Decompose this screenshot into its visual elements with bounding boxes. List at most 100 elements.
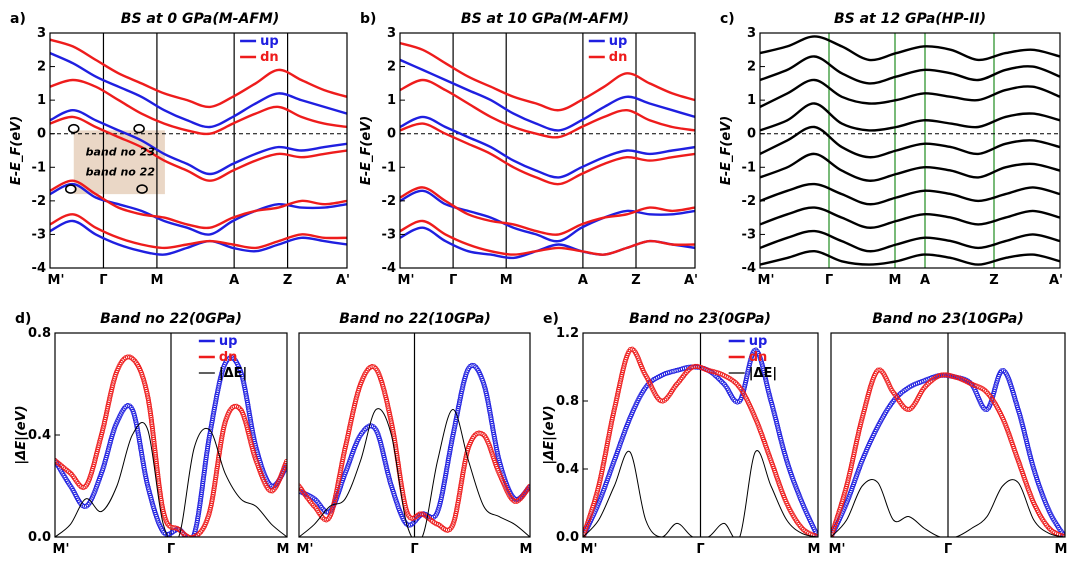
y-tick-label: -1 (742, 160, 756, 175)
data-point-dn (310, 502, 316, 508)
band-line-total (760, 125, 1060, 159)
series-group (299, 362, 530, 537)
data-point-up (190, 536, 193, 537)
k-point-label: M (808, 542, 821, 557)
data-point-up (186, 538, 190, 542)
data-point-dn (732, 380, 739, 386)
k-point-label: M' (48, 273, 65, 288)
data-point-dn (838, 503, 844, 509)
k-point-label: Γ (410, 542, 418, 557)
k-point-label: Γ (167, 542, 175, 557)
y-tick-label: 1.2 (556, 326, 579, 341)
y-tick-label: 3 (747, 26, 756, 41)
legend-label-dn: dn (609, 50, 628, 65)
plot-frame (759, 32, 1061, 269)
panel-title: Band no 23(0GPa) (629, 311, 771, 327)
y-tick-label: -1 (382, 160, 396, 175)
k-point-label: M (500, 273, 513, 288)
band-line-|ΔE| (831, 479, 1065, 537)
legend-label-|ΔE|: |ΔE| (219, 366, 247, 381)
y-axis-label: E-E_F(eV) (359, 116, 374, 185)
data-point-dn (369, 363, 375, 370)
annotation-band-22: band no 22 (86, 166, 156, 179)
band-line-up (50, 52, 347, 129)
panel-e-left: Band no 23(0GPa) e)1.2 0.8 0.4 0.0 |ΔE|(eV) M'… (542, 311, 820, 557)
k-point-label: A (578, 273, 588, 288)
data-point-up (675, 367, 681, 373)
y-tick-label: -2 (742, 194, 756, 209)
data-point-dn (711, 369, 717, 375)
panel-title: Band no 23(10GPa) (872, 311, 1024, 327)
y-tick-label: -1 (32, 160, 46, 175)
band-line-dn (400, 122, 695, 186)
band-line-total (760, 182, 1060, 206)
data-point-dn (67, 470, 73, 476)
band-line-total (760, 229, 1060, 253)
k-point-label: A' (684, 273, 698, 288)
y-tick-label: 0 (37, 127, 46, 142)
y-axis-label: E-E_F(eV) (719, 116, 734, 185)
series-group (760, 35, 1060, 266)
band-line-up (400, 226, 695, 260)
band-line-dn (50, 38, 347, 109)
y-tick-label: -3 (32, 227, 46, 242)
k-point-label: A (229, 273, 239, 288)
data-point-up (720, 380, 726, 386)
y-tick-label: 1 (387, 93, 396, 108)
y-tick-label: 0.4 (556, 462, 579, 477)
band-line-up (400, 189, 695, 243)
k-point-label: M (1055, 542, 1068, 557)
band-line-up (400, 58, 695, 132)
panel-e-right: Band no 23(10GPa) M' Γ M (829, 311, 1068, 557)
data-point-up (719, 379, 725, 385)
plot-frame (399, 32, 696, 269)
k-point-label: A' (1049, 273, 1063, 288)
k-point-label: A' (336, 273, 350, 288)
band-line-dn (400, 78, 695, 139)
panel-c: BS at 12 GPa(HP-II) c) 3 2 1 0 -1 -2 -3 -4 E-E_F(e… (719, 11, 1063, 288)
plot-frame (298, 332, 531, 538)
y-tick-label: -4 (382, 261, 396, 276)
k-point-label: M (150, 273, 163, 288)
data-point-up (184, 535, 189, 537)
annotation-marker (136, 184, 148, 194)
y-tick-label: 0.8 (556, 394, 579, 409)
band-line-total (760, 78, 1060, 108)
y-tick-label: 0.0 (556, 530, 579, 545)
k-point-label: Γ (696, 542, 704, 557)
y-tick-label: 2 (747, 60, 756, 75)
k-point-label: Γ (944, 542, 952, 557)
panel-title: BS at 0 GPa(M-AFM) (121, 11, 279, 27)
data-point-dn (187, 534, 192, 537)
k-point-label: M (520, 542, 533, 557)
y-tick-label: -2 (382, 194, 396, 209)
data-point-up (731, 397, 737, 403)
y-tick-label: 0.8 (28, 326, 51, 341)
data-point-dn (1058, 532, 1064, 537)
panel-label: d) (15, 311, 31, 327)
y-tick-label: 1 (747, 93, 756, 108)
band-line-total (760, 102, 1060, 132)
data-point-dn (183, 532, 189, 537)
band-line-dn (50, 115, 347, 182)
data-point-dn (130, 356, 136, 363)
k-point-label: M' (398, 273, 415, 288)
highlight-box (73, 130, 165, 195)
y-tick-label: -2 (32, 194, 46, 209)
band-line-up (50, 219, 347, 256)
y-tick-label: 3 (37, 26, 46, 41)
band-line-|ΔE| (55, 421, 287, 537)
band-line-dn (50, 78, 347, 136)
panel-d-left: Band no 22(0GPa) d)0.8 0.4 0.0 |ΔE|(eV) M' Γ Mu… (14, 311, 289, 557)
panel-d-right: Band no 22(10GPa) M' Γ M (297, 311, 533, 557)
band-line-dn (400, 41, 695, 112)
data-point-dn (283, 460, 287, 467)
panel-a: BS at 0 GPa(M-AFM) a) 3 2 1 0 -1 -2 -3 -4 E-E_F(eV… (9, 11, 350, 288)
y-tick-label: 3 (387, 26, 396, 41)
series-group (583, 346, 818, 537)
k-point-label: M' (297, 542, 314, 557)
data-point-dn (525, 485, 530, 491)
k-point-label: M' (581, 542, 598, 557)
plot-frame (49, 32, 348, 269)
k-point-label: Z (283, 273, 292, 288)
